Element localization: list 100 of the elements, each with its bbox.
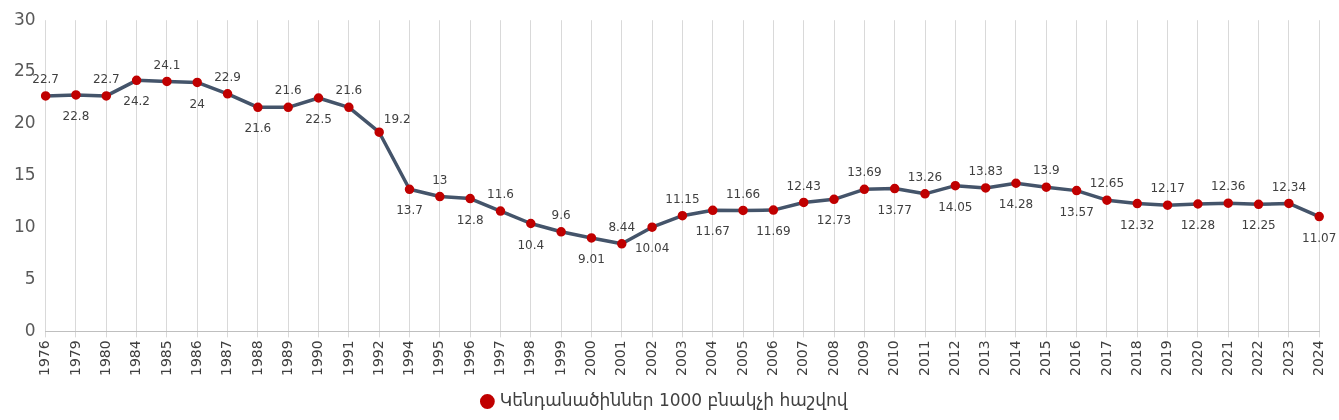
point [222, 89, 233, 99]
point [313, 93, 324, 103]
data-label: 10.04 [634, 241, 670, 256]
point [617, 239, 627, 249]
point [131, 75, 142, 86]
x-tick-label: 2014 [1006, 340, 1023, 377]
data-label: 13.83 [968, 164, 1003, 179]
x-tick-label: 1986 [187, 340, 204, 377]
data-label: 13.9 [1032, 163, 1060, 178]
data-label: 22.9 [214, 69, 241, 84]
point [404, 184, 415, 195]
x-tick-label: 1980 [96, 340, 113, 377]
x-tick-label: 2007 [794, 340, 811, 377]
x-tick-label: 2002 [642, 340, 659, 377]
x-tick-label: 1984 [127, 340, 144, 377]
x-tick-label: 1976 [36, 340, 53, 377]
x-tick-label: 1987 [218, 340, 235, 377]
x-tick-label: 1992 [369, 340, 386, 377]
x-tick-label: 2004 [703, 340, 720, 377]
point [162, 76, 172, 87]
point [283, 102, 293, 113]
data-label: 11.6 [487, 187, 514, 202]
data-label: 12.73 [816, 213, 852, 228]
data-label: 12.32 [1120, 217, 1155, 232]
point [101, 91, 112, 101]
x-tick-label: 2008 [824, 340, 841, 377]
x-tick-label: 2001 [612, 340, 629, 377]
point [435, 191, 445, 202]
point [344, 102, 354, 113]
y-tick-label: 20 [13, 112, 36, 133]
x-tick-label: 1988 [248, 340, 265, 377]
data-label: 11.66 [725, 186, 761, 201]
point [495, 206, 506, 216]
x-tick-label: 2000 [582, 340, 599, 377]
point [1011, 178, 1021, 188]
point [950, 180, 961, 191]
y-tick-label: 10 [13, 216, 36, 237]
data-label: 24.1 [153, 57, 181, 72]
data-label: 13.7 [396, 203, 423, 218]
point [586, 233, 597, 243]
point [677, 210, 688, 221]
point [1314, 211, 1324, 222]
data-label: 24.2 [123, 94, 150, 109]
data-label: 13.57 [1059, 204, 1094, 219]
data-label: 22.5 [305, 112, 332, 127]
data-label: 21.6 [274, 83, 302, 98]
x-tick-label: 2019 [1158, 340, 1175, 377]
point [798, 197, 809, 208]
x-tick-label: 2009 [854, 340, 871, 377]
x-tick-label: 2022 [1249, 340, 1266, 377]
x-tick-label: 2010 [885, 340, 902, 377]
point [1132, 198, 1143, 209]
x-tick-label: 1996 [460, 340, 477, 377]
x-tick-label: 1991 [339, 340, 356, 377]
x-tick-label: 2006 [764, 340, 781, 377]
data-label: 12.65 [1089, 176, 1125, 191]
point [192, 77, 202, 88]
point [738, 205, 748, 216]
point [829, 194, 839, 205]
point [526, 218, 536, 229]
data-label: 22.8 [62, 109, 90, 124]
data-label: 13.69 [847, 165, 882, 180]
point [1071, 185, 1082, 196]
point [465, 193, 475, 204]
y-tick-label: 15 [13, 164, 36, 185]
data-label: 19.2 [383, 112, 411, 127]
x-tick-label: 1994 [400, 340, 417, 377]
data-label: 11.07 [1302, 230, 1337, 245]
data-label: 14.28 [998, 197, 1034, 212]
data-label: 21.6 [335, 83, 363, 98]
data-label: 13.26 [907, 169, 943, 184]
point [71, 90, 81, 100]
x-tick-label: 1979 [66, 340, 83, 377]
y-tick-label: 5 [24, 267, 36, 288]
point [1193, 199, 1203, 209]
y-tick-label: 0 [24, 319, 36, 340]
data-label: 12.25 [1241, 218, 1276, 233]
x-tick-label: 1990 [309, 340, 326, 377]
x-tick-label: 2016 [1067, 340, 1084, 377]
x-tick-label: 2013 [976, 340, 993, 377]
data-label: 21.6 [244, 121, 272, 136]
y-tick-label: 30 [13, 8, 36, 29]
point [889, 183, 900, 194]
x-tick-label: 2003 [673, 340, 690, 377]
data-label: 11.67 [695, 224, 730, 239]
data-label: 8.44 [608, 219, 636, 234]
x-tick-label: 1998 [521, 340, 538, 377]
data-label: 12.43 [786, 178, 821, 193]
data-label: 9.01 [578, 252, 605, 267]
point [1041, 182, 1052, 192]
data-label: 9.6 [551, 207, 571, 222]
data-label: 13.77 [877, 202, 912, 217]
x-tick-label: 1997 [491, 340, 508, 377]
point [859, 184, 870, 195]
point [1284, 198, 1294, 209]
data-label: 11.15 [665, 191, 700, 206]
point [920, 189, 930, 199]
point [647, 222, 657, 232]
point [556, 227, 566, 237]
point [40, 91, 51, 101]
